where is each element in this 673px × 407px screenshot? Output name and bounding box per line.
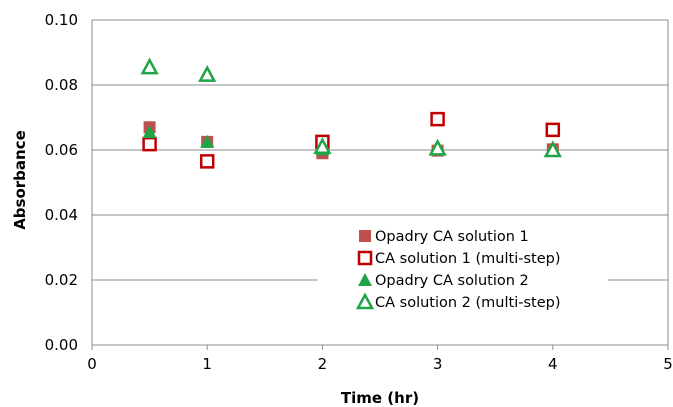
series-3 <box>142 125 560 157</box>
data-point <box>313 137 332 154</box>
x-tick-label: 1 <box>202 355 212 373</box>
legend-label: Opadry CA solution 1 <box>375 229 529 245</box>
y-tick-labels: 0.00 0.02 0.04 0.06 0.08 0.10 <box>45 11 78 354</box>
x-tick-label: 4 <box>548 355 558 373</box>
y-tick-label: 0.00 <box>45 336 78 354</box>
data-point <box>428 138 447 156</box>
data-point <box>545 122 561 138</box>
data-point <box>430 111 445 127</box>
data-point <box>198 64 217 82</box>
data-point <box>200 134 215 148</box>
y-tick-label: 0.06 <box>45 141 78 159</box>
legend-label: CA solution 1 (multi-step) <box>375 251 560 267</box>
y-tick-label: 0.04 <box>45 206 78 224</box>
y-axis-title: Absorbance <box>11 130 29 230</box>
data-points <box>140 57 562 169</box>
legend-marker <box>358 273 372 286</box>
axes <box>91 20 669 350</box>
data-point <box>142 125 157 139</box>
legend-marker <box>357 250 373 266</box>
series-4 <box>140 57 562 158</box>
legend-label: CA solution 2 (multi-step) <box>375 295 560 311</box>
data-point <box>199 154 215 169</box>
y-tick-label: 0.02 <box>45 271 78 289</box>
x-tick-label: 2 <box>318 355 328 373</box>
x-tick-label: 0 <box>87 355 97 373</box>
data-point <box>142 136 157 152</box>
legend-marker <box>359 230 371 242</box>
data-point <box>543 140 562 158</box>
legend-label: Opadry CA solution 2 <box>375 273 529 289</box>
y-tick-label: 0.08 <box>45 76 78 94</box>
data-point <box>140 57 159 75</box>
x-tick-label: 5 <box>663 355 673 373</box>
legend-marker <box>355 292 375 310</box>
x-axis-title: Time (hr) <box>341 389 419 407</box>
y-tick-label: 0.10 <box>45 11 78 29</box>
x-tick-label: 3 <box>433 355 443 373</box>
legend: Opadry CA solution 1 CA solution 1 (multi… <box>318 220 608 324</box>
x-tick-labels: 0 1 2 3 4 5 <box>87 355 673 373</box>
